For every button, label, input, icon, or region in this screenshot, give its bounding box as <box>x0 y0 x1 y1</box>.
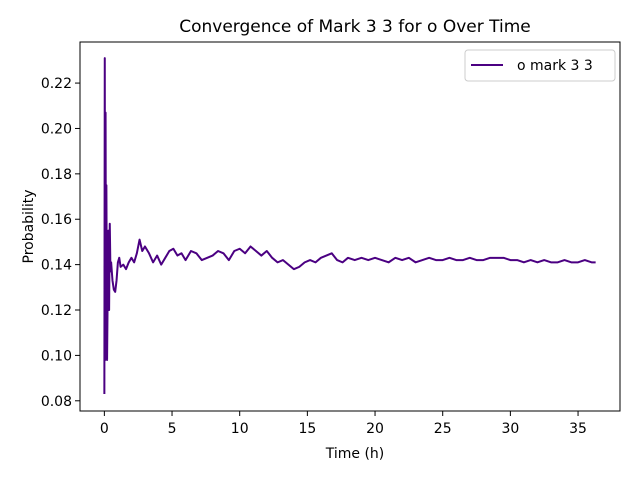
x-tick-label: 30 <box>501 421 519 437</box>
series-layer <box>103 57 596 394</box>
y-axis-label: Probability <box>21 189 37 263</box>
plot-area <box>79 41 621 412</box>
y-tick-label: 0.20 <box>41 121 72 137</box>
chart-title: Convergence of Mark 3 3 for o Over Time <box>179 17 531 37</box>
legend-box <box>464 49 616 82</box>
x-axis-label: Time (h) <box>325 446 385 462</box>
series-line <box>103 57 596 394</box>
plot-frame <box>79 41 621 412</box>
legend-label: o mark 3 3 <box>517 58 593 74</box>
x-tick-label: 35 <box>569 421 587 437</box>
y-tick-label: 0.12 <box>41 303 72 319</box>
x-tick-label: 25 <box>434 421 452 437</box>
x-tick-label: 0 <box>100 421 109 437</box>
x-tick-label: 5 <box>168 421 177 437</box>
y-tick-label: 0.18 <box>41 167 72 183</box>
x-axis: 0 5 10 15 20 25 30 35 <box>100 411 587 437</box>
x-tick-label: 10 <box>231 421 249 437</box>
y-tick-label: 0.14 <box>41 258 72 274</box>
x-tick-label: 20 <box>366 421 384 437</box>
x-tick-label: 15 <box>298 421 316 437</box>
y-tick-label: 0.10 <box>41 348 72 364</box>
y-tick-label: 0.16 <box>41 212 72 228</box>
y-tick-label: 0.08 <box>41 394 72 410</box>
y-tick-label: 0.22 <box>41 76 72 92</box>
y-axis: 0.08 0.10 0.12 0.14 0.16 0.18 0.20 0.22 <box>41 76 80 410</box>
legend: o mark 3 3 <box>464 49 616 82</box>
